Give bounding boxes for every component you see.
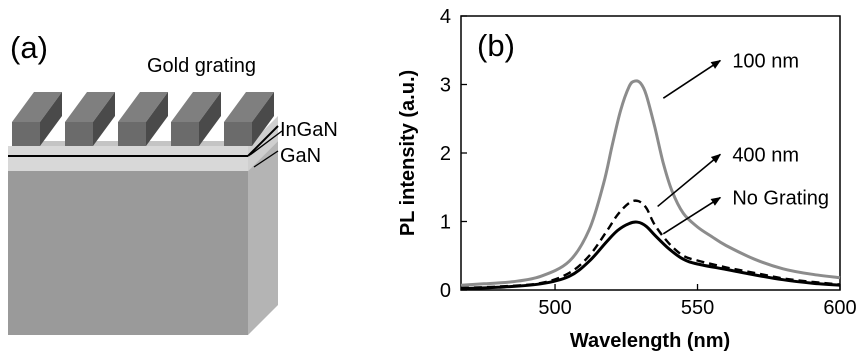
x-axis-title: Wavelength (nm): [570, 330, 730, 352]
grating-bar-top: [65, 92, 115, 122]
grating-bar-front: [171, 122, 199, 146]
grating-bar-side: [252, 92, 274, 146]
grating-bar-side: [93, 92, 115, 146]
annotation-label-400-nm: 400 nm: [732, 144, 799, 166]
x-tick-label: 600: [823, 297, 856, 319]
annotation-label-no-grating: No Grating: [732, 188, 829, 210]
y-ticks: 0 1 2 3 4: [440, 6, 467, 302]
grating-bar-side: [146, 92, 168, 146]
ingan-label: InGaN: [280, 119, 338, 141]
ingan-layer-line-side: [247, 125, 279, 157]
series-line-no-grating: [460, 220, 841, 291]
annotation-arrow: [662, 196, 722, 235]
grating-bar-front: [65, 122, 93, 146]
panel-b-label: (b): [477, 28, 515, 63]
grating-bar-top: [171, 92, 221, 122]
grating-bar-front: [224, 122, 252, 146]
x-ticks: 500 550 600: [538, 284, 857, 319]
y-axis-title: PL intensity (a.u.): [397, 70, 419, 236]
grating-bar-top: [118, 92, 168, 122]
annotation-arrows: 100 nm 400 nm No Grating: [657, 51, 829, 235]
ingan-leader: [249, 130, 283, 156]
gan-label: GaN: [280, 145, 321, 167]
grating-bar: [12, 92, 62, 146]
x-tick-label: 550: [681, 297, 714, 319]
grating-bar: [171, 92, 221, 146]
series-line-100-nm: [460, 79, 841, 287]
annotation-arrow: [662, 59, 722, 99]
substrate-side: [248, 141, 278, 335]
grating-bar-top: [224, 92, 274, 122]
y-tick-label: 1: [440, 212, 451, 234]
grating-bar: [118, 92, 168, 146]
y-tick-label: 0: [440, 280, 451, 302]
gan-layer-front: [8, 146, 248, 171]
panel-a: (a) Gold grating InGaN GaN: [8, 30, 338, 335]
y-tick-label: 2: [440, 143, 451, 165]
grating-bar-front: [118, 122, 146, 146]
panel-a-label: (a): [10, 30, 48, 65]
annotation-arrow: [657, 153, 722, 208]
y-tick-label: 4: [440, 6, 451, 28]
annotation-label-100-nm: 100 nm: [732, 51, 799, 73]
grating-bar-side: [199, 92, 221, 146]
substrate-front: [8, 171, 248, 335]
grating-bar-side: [40, 92, 62, 146]
x-tick-label: 500: [538, 297, 571, 319]
gan-leader: [253, 150, 279, 168]
y-tick-label: 3: [440, 75, 451, 97]
grating-bar: [65, 92, 115, 146]
grating-bar-front: [12, 122, 40, 146]
gan-layer-side: [248, 116, 278, 171]
gold-grating-label: Gold grating: [147, 55, 256, 77]
panel-b: (b) 500 550 600 0 1 2 3 4 100 nm 400 nm No Grati…: [397, 6, 857, 352]
series-lines: [460, 79, 841, 291]
series-line-400-nm: [460, 199, 841, 290]
grating-bar: [224, 92, 274, 146]
gold-grating: [12, 92, 274, 146]
grating-bar-top: [12, 92, 62, 122]
